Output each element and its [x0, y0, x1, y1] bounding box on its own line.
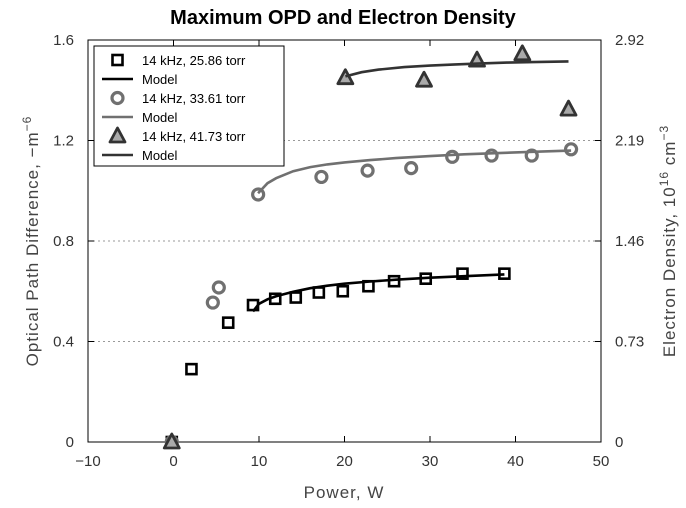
- x-axis-label: Power, W: [304, 483, 385, 502]
- data-point-triangle: [559, 99, 578, 117]
- x-tick-label: 10: [251, 453, 268, 470]
- y-tick-label: 0: [66, 434, 74, 451]
- model-line: [251, 273, 505, 313]
- data-point-circle: [211, 280, 226, 295]
- data-point-square: [336, 284, 350, 298]
- x-tick-label: 20: [336, 453, 353, 470]
- model-line: [257, 149, 572, 195]
- data-point-circle: [484, 148, 499, 163]
- x-tick-label: −10: [75, 453, 100, 470]
- y-tick-label: 0.4: [53, 334, 74, 351]
- legend-label: Model: [142, 110, 178, 125]
- grid: [88, 140, 601, 342]
- y2-tick-label: 2.92: [615, 32, 644, 49]
- data-point-circle: [404, 161, 419, 176]
- y-tick-label: 1.6: [53, 32, 74, 49]
- legend-box: [93, 45, 285, 167]
- x-tick-label: 30: [422, 453, 439, 470]
- data-point-circle: [205, 295, 220, 310]
- legend-swatch-marker: [108, 126, 127, 144]
- legend-label: 14 kHz, 25.86 torr: [142, 53, 246, 68]
- legend-swatch-marker: [111, 53, 124, 67]
- y-tick-label: 0.8: [53, 233, 74, 250]
- legend-label: Model: [142, 148, 178, 163]
- series-layer: [162, 44, 579, 450]
- y2-tick-label: 2.19: [615, 133, 644, 150]
- data-point-triangle: [513, 44, 532, 62]
- y2-tick-label: 0: [615, 434, 623, 451]
- x-tick-label: 40: [507, 453, 524, 470]
- legend-swatch-marker: [110, 90, 125, 106]
- legend-label: 14 kHz, 41.73 torr: [142, 129, 246, 144]
- data-point-triangle: [162, 432, 181, 450]
- legend-label: 14 kHz, 33.61 torr: [142, 91, 246, 106]
- data-point-square: [221, 316, 235, 329]
- data-point-square: [312, 286, 326, 299]
- data-point-circle: [524, 148, 539, 163]
- data-point-triangle: [336, 68, 355, 86]
- model-line: [345, 60, 569, 78]
- chart-title: Maximum OPD and Electron Density: [170, 7, 517, 29]
- x-tick-label: 50: [593, 453, 610, 470]
- axis-ticks: 0 00.4 0.730.8 1.461.2 2.191.6 2.92−10 0 10 20 30…: [53, 32, 644, 470]
- data-point-square: [456, 267, 469, 280]
- data-point-circle: [563, 142, 579, 157]
- data-point-square: [185, 362, 198, 376]
- data-point-triangle: [415, 70, 433, 88]
- data-point-circle: [445, 149, 460, 164]
- y2-tick-label: 0.73: [615, 334, 644, 351]
- y2-tick-label: 1.46: [615, 233, 644, 250]
- x-tick-label: 0: [169, 453, 177, 470]
- legend-label: Model: [142, 72, 178, 87]
- data-point-circle: [314, 169, 329, 185]
- data-point-square: [289, 291, 303, 304]
- data-point-circle: [360, 163, 375, 178]
- y-axis-label: Optical Path Difference, −m−6: [20, 116, 42, 367]
- legend: 14 kHz, 25.86 torr Model 14 kHz, 33.61 tor…: [93, 45, 285, 167]
- y2-axis-label: Electron Density, 1016 cm−3: [657, 125, 679, 357]
- data-point-circle: [251, 187, 266, 202]
- y-tick-label: 1.2: [53, 133, 74, 150]
